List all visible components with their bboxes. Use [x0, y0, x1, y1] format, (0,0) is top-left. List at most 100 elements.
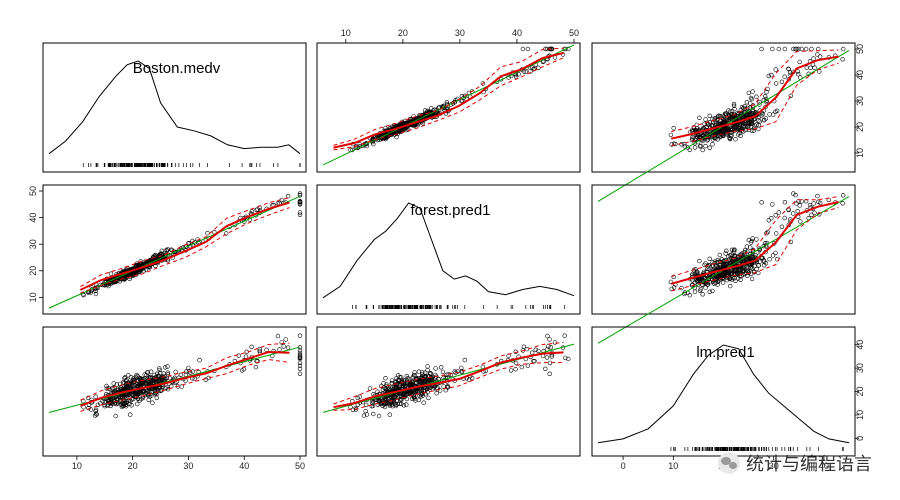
data-point: [178, 372, 184, 377]
data-point: [752, 254, 757, 260]
data-point: [690, 271, 695, 277]
data-point: [88, 407, 94, 412]
data-point: [770, 112, 776, 117]
data-point: [297, 371, 303, 376]
data-point: [788, 70, 793, 75]
data-point: [508, 368, 514, 373]
data-point: [112, 385, 117, 390]
data-point: [153, 391, 158, 396]
data-point: [742, 247, 748, 253]
data-point: [815, 52, 820, 57]
data-point: [735, 276, 741, 281]
tick-label: 40: [855, 340, 865, 350]
data-point: [162, 374, 167, 379]
data-point: [154, 386, 160, 392]
data-point: [703, 285, 708, 290]
data-point: [480, 81, 486, 86]
data-point: [840, 193, 846, 198]
data-point: [747, 245, 753, 250]
spread-lower-line: [671, 207, 839, 292]
data-point: [756, 270, 761, 276]
data-point: [416, 397, 421, 403]
data-point: [754, 94, 759, 99]
data-point: [726, 257, 732, 262]
panel-forest.pred1-vs-lm.pred1: [591, 184, 856, 344]
data-point: [430, 378, 435, 383]
tick-label: 10: [28, 292, 38, 302]
data-point: [817, 54, 823, 59]
data-point: [401, 403, 407, 408]
data-point: [724, 270, 730, 275]
data-point: [104, 383, 109, 389]
spread-lower-line: [333, 57, 564, 151]
data-point: [118, 394, 123, 399]
y-axis-forest.pred1: 10 20 30 40 50: [28, 186, 43, 302]
data-point: [525, 46, 531, 52]
data-point: [761, 117, 767, 123]
data-point: [668, 279, 674, 285]
data-point: [713, 119, 718, 124]
data-point: [165, 364, 170, 369]
tick-label: 40: [28, 213, 38, 223]
data-point: [393, 379, 399, 384]
data-point: [671, 285, 677, 290]
data-point: [116, 387, 121, 392]
data-point: [685, 145, 691, 150]
panel-Boston.medv-vs-Boston.medv: Boston.medv: [42, 42, 307, 173]
data-point: [710, 123, 715, 128]
rug-forest.pred1: [351, 305, 566, 309]
tick-label: 10: [72, 461, 82, 471]
data-point: [157, 366, 162, 371]
panel-lm.pred1-vs-forest.pred1: [316, 326, 581, 457]
data-point: [142, 259, 147, 264]
data-point: [809, 46, 814, 52]
data-point: [733, 278, 738, 283]
tick-label: 20: [398, 28, 408, 38]
data-point: [759, 46, 764, 52]
data-point: [528, 69, 533, 74]
data-point: [707, 289, 712, 294]
tick-label: 10: [668, 461, 678, 471]
data-point: [703, 117, 708, 122]
data-point: [757, 259, 762, 264]
data-point: [81, 293, 86, 298]
data-point: [277, 347, 282, 352]
data-point: [745, 124, 750, 129]
data-point: [729, 108, 735, 114]
data-point: [716, 113, 721, 118]
data-point: [112, 279, 117, 284]
data-point: [757, 246, 762, 251]
data-point: [782, 200, 788, 205]
data-point: [134, 372, 139, 378]
data-point: [701, 133, 706, 138]
data-point: [164, 385, 169, 390]
x-axis-forest.pred1: 10 20 30 40 50: [341, 28, 579, 43]
data-point: [357, 394, 362, 399]
data-point: [129, 271, 135, 277]
data-point: [167, 375, 173, 381]
data-point: [108, 271, 114, 276]
data-point: [152, 392, 157, 397]
data-point: [124, 385, 129, 390]
data-point: [692, 289, 698, 294]
data-point: [566, 356, 571, 362]
data-point: [382, 404, 388, 410]
data-point: [401, 392, 406, 397]
data-point: [786, 77, 791, 82]
tick-label: 30: [183, 461, 193, 471]
data-point: [371, 411, 376, 417]
data-point: [110, 280, 116, 285]
data-point: [773, 231, 779, 236]
data-point: [749, 96, 755, 102]
data-point: [727, 276, 733, 281]
variable-label-forest.pred1: forest.pred1: [410, 202, 490, 219]
data-point: [817, 200, 823, 206]
data-point: [102, 399, 108, 404]
data-point: [750, 89, 755, 94]
data-point: [520, 46, 526, 52]
data-point: [717, 265, 723, 270]
data-point: [367, 386, 373, 391]
data-point: [798, 219, 803, 224]
tick-label: 30: [28, 239, 38, 249]
data-point: [452, 369, 457, 374]
